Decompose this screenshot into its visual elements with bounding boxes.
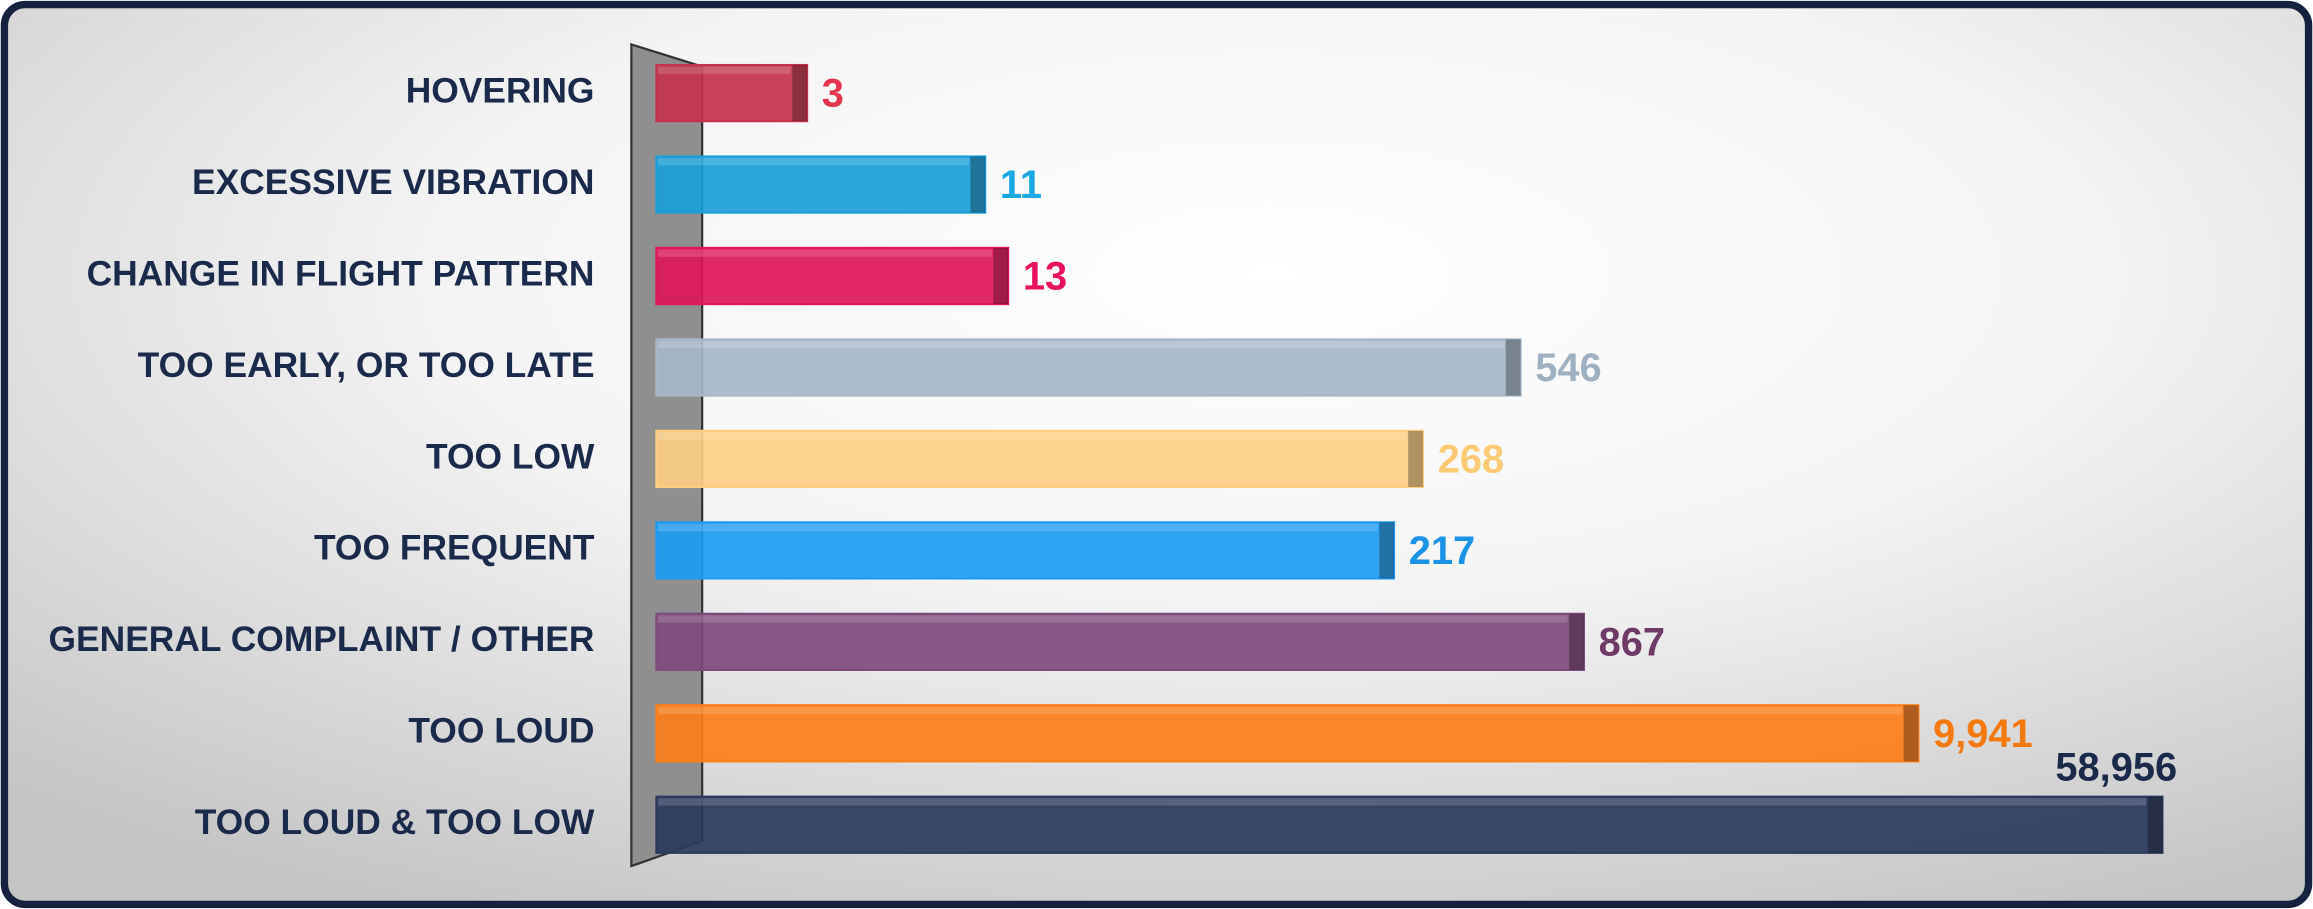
value-label: 11 xyxy=(1000,163,1042,207)
value-label: 9,941 xyxy=(1933,712,2033,756)
bar-highlight xyxy=(657,432,1407,440)
category-label: TOO EARLY, OR TOO LATE xyxy=(138,345,595,385)
bar-highlight xyxy=(657,249,992,257)
bar-end-cap xyxy=(1903,705,1919,762)
bar xyxy=(655,612,1586,671)
bar-end-cap xyxy=(792,65,808,122)
bar-end-cap xyxy=(1505,339,1521,396)
value-label: 217 xyxy=(1409,529,1475,573)
bar xyxy=(655,521,1396,580)
bar-end-cap xyxy=(2147,796,2163,853)
bar-end-cap xyxy=(1569,613,1584,670)
bar xyxy=(655,429,1425,489)
bar-end-cap xyxy=(1408,430,1423,487)
bar xyxy=(655,155,987,214)
value-label: 3 xyxy=(822,72,844,116)
bar xyxy=(655,704,1920,763)
bar xyxy=(655,246,1010,306)
bar-highlight xyxy=(657,523,1378,532)
bar-highlight xyxy=(657,798,2147,806)
category-label: TOO LOUD & TOO LOW xyxy=(195,802,595,842)
category-label: HOVERING xyxy=(406,70,595,110)
plot-area: HOVERING 3 EXCESSIVE VIBRATION 11 CHANGE IN … xyxy=(49,63,2177,854)
bar-highlight xyxy=(657,706,1903,715)
bar-highlight xyxy=(657,615,1568,623)
value-label: 58,956 xyxy=(2055,746,2177,790)
bar-end-cap xyxy=(993,247,1009,305)
bar-end-cap xyxy=(970,156,986,213)
value-label: 13 xyxy=(1023,254,1067,298)
bar-highlight xyxy=(657,340,1505,349)
bar-end-cap xyxy=(1379,522,1394,579)
bar xyxy=(655,795,2164,854)
category-label: TOO LOW xyxy=(426,436,595,476)
bar-highlight xyxy=(657,157,969,166)
bar-highlight xyxy=(657,66,791,74)
category-label: TOO FREQUENT xyxy=(314,528,595,568)
category-label: GENERAL COMPLAINT / OTHER xyxy=(49,619,595,659)
value-label: 867 xyxy=(1599,620,1665,664)
category-label: CHANGE IN FLIGHT PATTERN xyxy=(87,253,595,293)
value-label: 268 xyxy=(1438,437,1504,481)
category-label: EXCESSIVE VIBRATION xyxy=(192,162,594,202)
value-label: 546 xyxy=(1535,346,1601,390)
bar xyxy=(655,338,1522,397)
bar xyxy=(655,63,809,123)
category-label: TOO LOUD xyxy=(408,711,594,751)
